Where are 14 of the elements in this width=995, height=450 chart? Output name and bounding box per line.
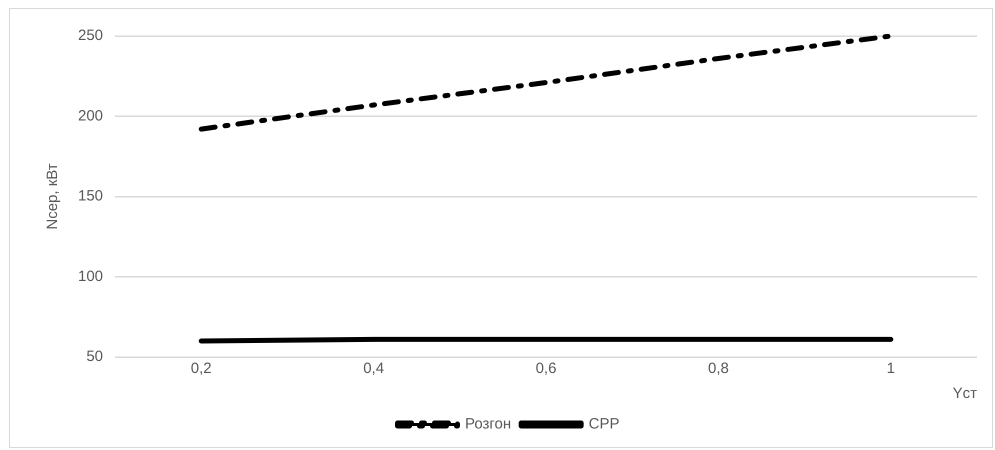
x-tick-label: 0,8 (708, 360, 729, 378)
x-axis-title: Yст (952, 385, 978, 402)
y-axis-title: Nсер, кВт (44, 163, 62, 230)
x-tick-label: 1 (886, 360, 895, 378)
y-tick-label: 250 (78, 27, 104, 44)
x-tick-label: 0,4 (363, 360, 384, 378)
y-tick-label: 50 (86, 348, 104, 366)
x-tick-label: 0,6 (536, 360, 556, 378)
y-tick-label: 200 (78, 107, 104, 124)
legend-label: Розгон (464, 416, 512, 433)
y-tick-label: 150 (78, 188, 104, 205)
y-tick-label: 100 (78, 268, 104, 285)
x-tick-label: 0,2 (190, 360, 212, 378)
legend-label: СРР (588, 416, 620, 433)
